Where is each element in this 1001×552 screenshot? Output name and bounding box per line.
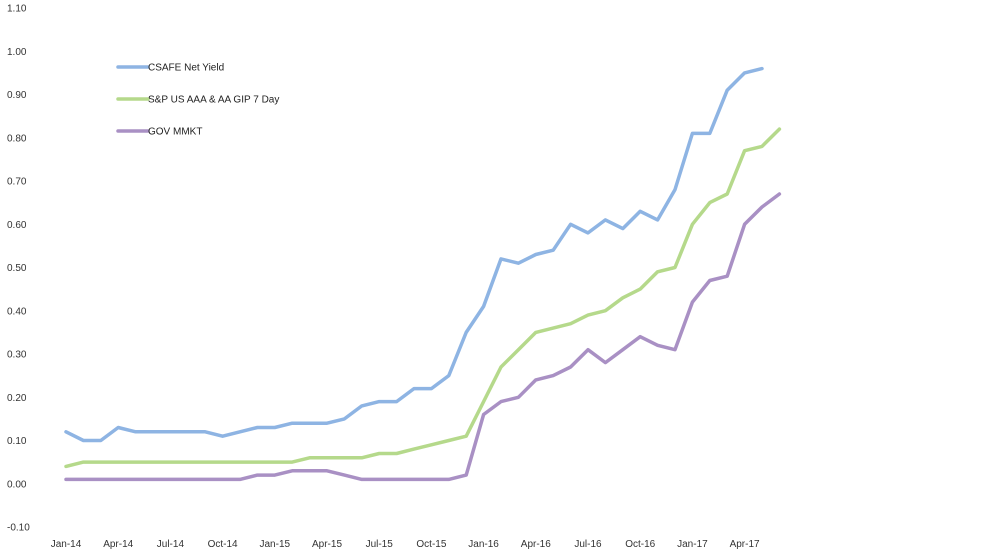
x-tick-label: Apr-14 <box>103 539 133 550</box>
x-tick-label: Jan-14 <box>51 539 82 550</box>
y-tick-label: 0.90 <box>7 90 27 101</box>
series-lines <box>64 66 782 482</box>
x-tick-label: Jul-16 <box>574 539 602 550</box>
y-tick-label: 0.50 <box>7 263 27 274</box>
y-tick-label: 0.30 <box>7 350 27 361</box>
y-tick-label: 0.70 <box>7 177 27 188</box>
y-tick-label: 0.60 <box>7 220 27 231</box>
legend-label: GOV MMKT <box>148 127 202 138</box>
y-tick-label: 0.20 <box>7 393 27 404</box>
legend: CSAFE Net Yield S&P US AAA & AA GIP 7 Day… <box>116 63 279 138</box>
y-tick-label: 1.00 <box>7 47 27 58</box>
x-tick-label: Jul-14 <box>157 539 185 550</box>
x-tick-label: Jan-16 <box>468 539 499 550</box>
x-tick-label: Apr-16 <box>521 539 551 550</box>
y-tick-label: 0.80 <box>7 133 27 144</box>
legend-label: CSAFE Net Yield <box>148 63 224 74</box>
x-tick-label: Jul-15 <box>366 539 394 550</box>
x-tick-label: Jan-15 <box>260 539 291 550</box>
legend-label: S&P US AAA & AA GIP 7 Day <box>148 95 279 106</box>
y-tick-label: 1.10 <box>7 4 27 15</box>
x-axis: Jan-14 Apr-14 Jul-14 Oct-14 Jan-15 Apr-15 Jul-… <box>51 539 760 550</box>
x-tick-label: Apr-17 <box>730 539 760 550</box>
x-tick-label: Apr-15 <box>312 539 342 550</box>
y-tick-label: 0.00 <box>7 479 27 490</box>
x-tick-label: Jan-17 <box>677 539 708 550</box>
y-tick-label: 0.10 <box>7 436 27 447</box>
x-tick-label: Oct-16 <box>625 539 655 550</box>
x-tick-label: Oct-14 <box>208 539 238 550</box>
y-tick-label: 0.40 <box>7 306 27 317</box>
y-tick-label: -0.10 <box>7 523 30 534</box>
y-axis: 1.10 1.00 0.90 0.80 0.70 0.60 0.50 0.40 0.30 0.20… <box>7 4 30 534</box>
series-line-1 <box>64 66 764 443</box>
series-line-3 <box>64 192 782 482</box>
series-line-2 <box>64 127 782 469</box>
x-tick-label: Oct-15 <box>416 539 446 550</box>
